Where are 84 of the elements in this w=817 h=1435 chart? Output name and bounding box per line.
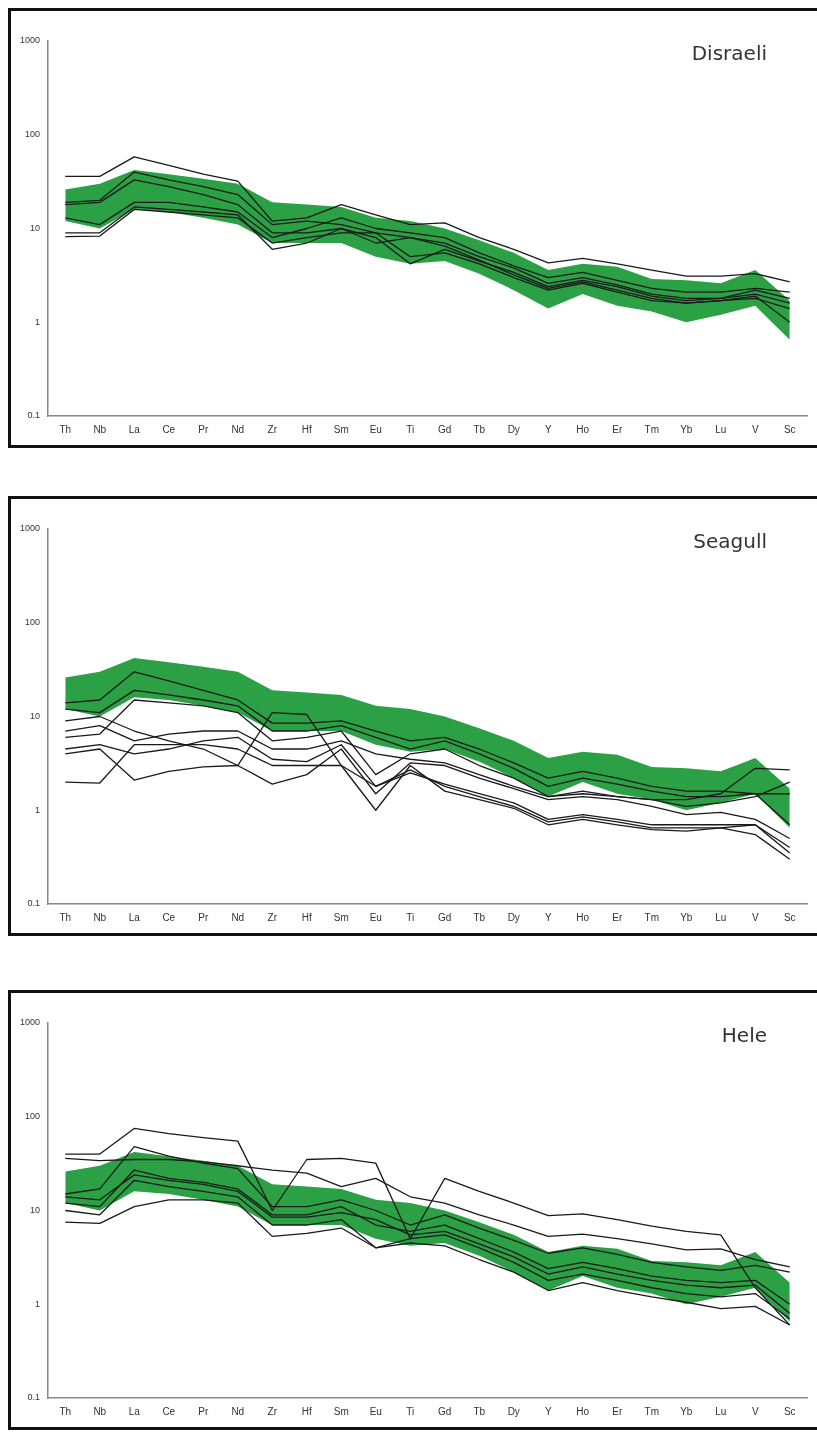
x-tick-label: Gd [438, 911, 452, 923]
x-tick-label: Er [612, 911, 623, 923]
x-tick-label: Gd [438, 1405, 452, 1417]
y-tick-label: 0.1 [27, 1392, 41, 1403]
x-tick-label: Nd [231, 1405, 245, 1417]
x-tick-label: Y [544, 911, 552, 923]
x-tick-label: Nb [93, 1405, 107, 1417]
x-tick-label: Tm [644, 911, 659, 923]
x-tick-label: Zr [267, 1405, 278, 1417]
x-tick-label: Ti [406, 1405, 415, 1417]
x-tick-label: Th [59, 423, 72, 435]
x-tick-label: Dy [507, 423, 520, 435]
y-tick-label: 1000 [19, 523, 41, 534]
x-tick-label: Dy [507, 1405, 520, 1417]
x-tick-label: Nb [93, 423, 107, 435]
x-tick-label: Y [544, 423, 552, 435]
x-tick-label: Pr [198, 423, 209, 435]
x-tick-label: Nd [231, 423, 245, 435]
x-tick-label: Zr [267, 911, 278, 923]
chart-title: Disraeli [691, 41, 767, 66]
y-tick-label: 10 [30, 1204, 41, 1215]
x-tick-label: La [128, 423, 141, 435]
y-tick-label: 10 [30, 710, 41, 721]
chart-title: Hele [721, 1023, 767, 1048]
x-tick-label: La [128, 911, 141, 923]
x-tick-label: Lu [715, 423, 727, 435]
x-tick-label: Yb [680, 911, 693, 923]
y-tick-label: 0.1 [27, 410, 41, 421]
x-tick-label: Eu [369, 911, 382, 923]
x-tick-label: Tm [644, 1405, 659, 1417]
y-tick-label: 1 [35, 1298, 41, 1309]
x-tick-label: Lu [715, 911, 727, 923]
x-tick-label: Ho [576, 1405, 590, 1417]
x-tick-label: Th [59, 911, 72, 923]
y-tick-label: 100 [24, 617, 41, 628]
x-tick-label: Sc [783, 423, 796, 435]
x-tick-label: Tm [644, 423, 659, 435]
x-tick-label: Pr [198, 911, 209, 923]
x-tick-label: Ho [576, 423, 590, 435]
y-tick-label: 100 [24, 1111, 41, 1122]
x-tick-label: Sm [333, 1405, 349, 1417]
x-tick-label: Y [544, 1405, 552, 1417]
x-tick-label: V [751, 1405, 759, 1417]
x-tick-label: Lu [715, 1405, 727, 1417]
x-tick-label: Tb [473, 1405, 486, 1417]
x-tick-label: Nd [231, 911, 245, 923]
x-tick-label: Eu [369, 1405, 382, 1417]
x-tick-label: Hf [301, 423, 312, 435]
x-tick-label: Dy [507, 911, 520, 923]
x-tick-label: Yb [680, 423, 693, 435]
x-tick-label: Ce [162, 1405, 176, 1417]
x-tick-label: Ti [406, 911, 415, 923]
x-tick-label: Eu [369, 423, 382, 435]
x-tick-label: V [751, 911, 759, 923]
x-tick-label: Tb [473, 911, 486, 923]
x-tick-label: Hf [301, 911, 312, 923]
x-tick-label: Ho [576, 911, 590, 923]
y-tick-label: 1000 [19, 1017, 41, 1028]
x-tick-label: Sm [333, 423, 349, 435]
x-tick-label: Th [59, 1405, 72, 1417]
x-tick-label: Ce [162, 911, 176, 923]
chart-title: Seagull [693, 529, 767, 554]
y-tick-label: 100 [24, 129, 41, 140]
x-tick-label: La [128, 1405, 141, 1417]
x-tick-label: Pr [198, 1405, 209, 1417]
x-tick-label: Ti [406, 423, 415, 435]
x-tick-label: Nb [93, 911, 107, 923]
x-tick-label: Gd [438, 423, 452, 435]
x-tick-label: Sc [783, 911, 796, 923]
y-tick-label: 0.1 [27, 898, 41, 909]
x-tick-label: Zr [267, 423, 278, 435]
x-tick-label: Yb [680, 1405, 693, 1417]
y-tick-label: 1 [35, 804, 41, 815]
y-tick-label: 1000 [19, 35, 41, 46]
x-tick-label: V [751, 423, 759, 435]
x-tick-label: Er [612, 423, 623, 435]
x-tick-label: Ce [162, 423, 176, 435]
x-tick-label: Sc [783, 1405, 796, 1417]
x-tick-label: Tb [473, 423, 486, 435]
x-tick-label: Hf [301, 1405, 312, 1417]
x-tick-label: Er [612, 1405, 623, 1417]
y-tick-label: 10 [30, 222, 41, 233]
x-tick-label: Sm [333, 911, 349, 923]
y-tick-label: 1 [35, 316, 41, 327]
